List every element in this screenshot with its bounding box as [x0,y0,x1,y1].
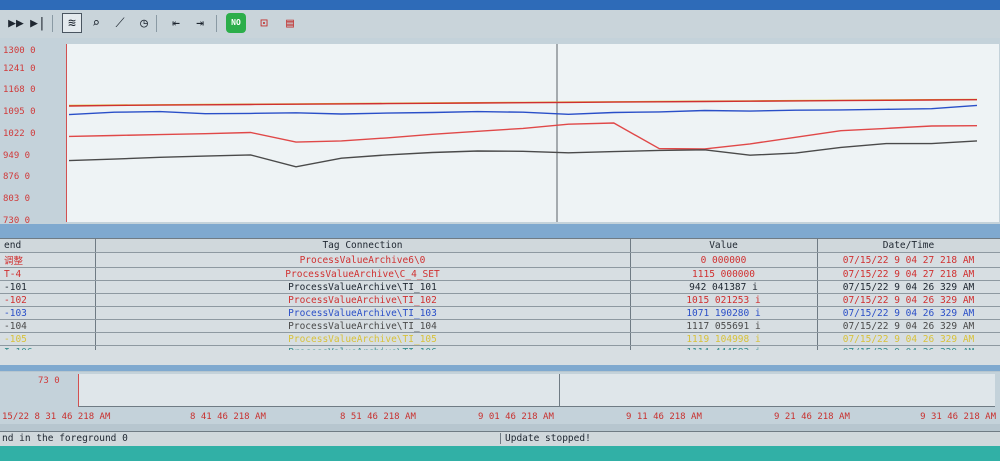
legend-cell: -104 [0,319,96,333]
trend-series-line [68,104,978,116]
tag-cell: ProcessValueArchive\TI_101 [95,280,631,294]
tag-cell: ProcessValueArchive\TI_104 [95,319,631,333]
value-cell: 1115 000000 [630,267,818,281]
y-tick-label: 1300 0 [3,46,36,56]
trend-chart: 1300 0 1241 0 1168 0 1095 0 1022 0 949 0 876 0… [0,38,1000,226]
value-column-header[interactable]: Value [630,239,818,253]
table-row[interactable]: T-4 ProcessValueArchive\C_4_SET 1115 00000… [0,267,1000,281]
table-row[interactable]: -101 ProcessValueArchive\TI_101 942 041387… [0,280,1000,294]
table-row[interactable]: -103 ProcessValueArchive\TI_103 1071 19028… [0,306,1000,320]
toolbar-separator [216,15,217,32]
mini-y-label: 73 0 [38,376,60,386]
y-tick-label: 1095 0 [3,107,36,118]
tag-cell: ProcessValueArchive\TI_105 [95,332,631,346]
status-update-text: Update stopped! [500,433,995,444]
splitter-bar[interactable] [0,224,1000,238]
y-tick-label: 949 0 [3,150,31,161]
select-curves-icon[interactable]: ≋ [62,13,82,33]
status-left-text: nd in the foreground 0 [2,433,128,444]
y-tick-label: 876 0 [3,172,31,183]
mini-plot-area[interactable] [78,374,995,407]
time-axis-label: 9 11 46 218 AM [626,412,702,422]
date-time-cell: 07/15/22 9 04 27 218 AM [817,267,1000,281]
date-time-cell: 07/15/22 9 04 27 218 AM [817,252,1000,268]
time-axis-label: 9 01 46 218 AM [478,412,554,422]
previous-interval-icon[interactable]: ⇤ [172,15,180,31]
value-cell: 0 000000 [630,252,818,268]
value-table: end Tag Connection Value Date/Time 调整 Pro… [0,238,1000,359]
table-row[interactable]: -105 ProcessValueArchive\TI_105 1119 10499… [0,332,1000,346]
legend-cell: -102 [0,293,96,307]
table-row[interactable]: 调整 ProcessValueArchive6\0 0 000000 07/15/22… [0,252,1000,268]
y-tick-label: 1022 0 [3,128,36,139]
trend-svg [68,44,978,222]
export-icon[interactable]: ⊡ [260,15,268,31]
trend-series-line [68,140,978,168]
value-cell: 1015 021253 i [630,293,818,307]
date-time-cell: 07/15/22 9 04 26 329 AM [817,293,1000,307]
time-axis-label: 8 41 46 218 AM [190,412,266,422]
time-axis-label: 9 21 46 218 AM [774,412,850,422]
archive-icon[interactable]: ▤ [286,15,294,31]
value-cell: 942 041387 i [630,280,818,294]
legend-cell: -105 [0,332,96,346]
time-axis-label: 15/22 8 31 46 218 AM [2,412,111,422]
time-axis-label: 8 51 46 218 AM [340,412,416,422]
y-tick-label: 730 0 [3,216,31,226]
zoom-icon[interactable]: ⌕ [92,15,100,31]
toolbar-separator [156,15,157,32]
time-icon[interactable]: ◷ [140,15,148,31]
value-cell: 1119 104998 i [630,332,818,346]
toolbar: ▶▶ ▶| ≋ ⌕ ⟋ ◷ ⇤ ⇥ NO ⊡ ▤ [0,10,1000,39]
legend-cell: -103 [0,306,96,320]
value-cell: 1071 190280 i [630,306,818,320]
lower-splitter[interactable] [0,365,1000,371]
date-time-cell: 07/15/22 9 04 26 329 AM [817,332,1000,346]
legend-cell: -101 [0,280,96,294]
start-stop-icon[interactable]: NO [226,13,246,33]
table-header-row: end Tag Connection Value Date/Time [0,239,1000,253]
tag-connection-column-header[interactable]: Tag Connection [95,239,631,253]
last-page-icon[interactable]: ▶| [30,15,46,31]
footer-strip [0,446,1000,461]
legend-column-header[interactable]: end [0,239,96,253]
trend-series-line [68,99,978,107]
next-interval-icon[interactable]: ⇥ [196,15,204,31]
tag-cell: ProcessValueArchive\TI_103 [95,306,631,320]
time-axis-panel: 73 0 15/22 8 31 46 218 AM 8 41 46 218 AM 8… [0,372,1000,424]
table-row[interactable]: -102 ProcessValueArchive\TI_102 1015 02125… [0,293,1000,307]
date-time-cell: 07/15/22 9 04 26 329 AM [817,280,1000,294]
table-row[interactable]: -104 ProcessValueArchive\TI_104 1117 05569… [0,319,1000,333]
tag-cell: ProcessValueArchive\C_4_SET [95,267,631,281]
date-time-cell: 07/15/22 9 04 26 329 AM [817,306,1000,320]
tag-cell: ProcessValueArchive6\0 [95,252,631,268]
value-cell: 1117 055691 i [630,319,818,333]
date-time-cell: 07/15/22 9 04 26 329 AM [817,319,1000,333]
y-tick-label: 803 0 [3,194,31,205]
tag-cell: ProcessValueArchive\TI_102 [95,293,631,307]
y-tick-label: 1241 0 [3,63,36,74]
date-time-column-header[interactable]: Date/Time [817,239,1000,253]
trend-plot-area[interactable] [66,44,999,222]
first-page-icon[interactable]: ▶▶ [8,15,24,31]
time-axis-label: 9 31 46 218 AM [920,412,996,422]
y-tick-label: 1168 0 [3,85,36,96]
status-bar: nd in the foreground 0 Update stopped! [0,431,1000,446]
trend-series-line [68,122,978,150]
title-bar [0,0,1000,10]
trend-icon[interactable]: ⟋ [115,15,125,31]
legend-cell: 调整 [0,252,96,268]
legend-cell: T-4 [0,267,96,281]
toolbar-separator [52,15,53,32]
mini-cursor-line [559,374,560,406]
